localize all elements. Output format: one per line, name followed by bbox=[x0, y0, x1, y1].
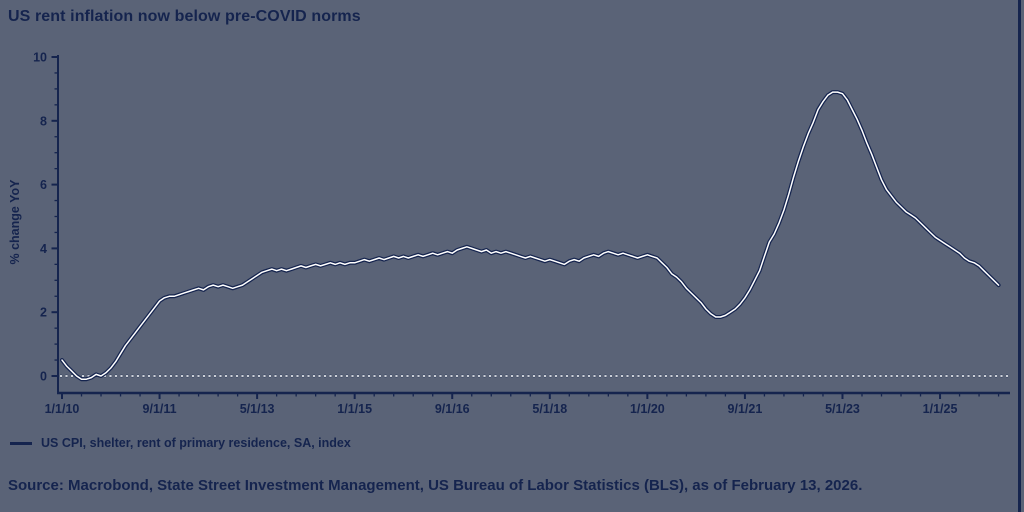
series-line bbox=[61, 91, 1000, 380]
x-tick-label: 1/1/10 bbox=[45, 402, 80, 416]
y-tick-labels: 0 2 4 6 8 10 bbox=[33, 51, 47, 384]
slide-right-border bbox=[1018, 0, 1021, 512]
x-tick-label: 1/1/20 bbox=[630, 402, 665, 416]
x-tick-labels: 1/1/10 9/1/11 5/1/13 1/1/15 9/1/16 5/1/18 1/1/… bbox=[45, 402, 958, 416]
legend-line-swatch bbox=[10, 441, 32, 445]
x-tick-label: 9/1/16 bbox=[435, 402, 470, 416]
series-line-outline bbox=[60, 90, 1001, 382]
x-ticks bbox=[61, 393, 1000, 399]
y-tick-label: 6 bbox=[40, 178, 47, 192]
x-tick-label: 5/1/18 bbox=[532, 402, 567, 416]
y-tick-label: 4 bbox=[40, 242, 47, 256]
x-tick-label: 5/1/13 bbox=[240, 402, 275, 416]
x-tick-label: 5/1/23 bbox=[825, 402, 860, 416]
x-tick-label: 1/1/25 bbox=[923, 402, 958, 416]
y-tick-label: 8 bbox=[40, 114, 47, 128]
legend-label: US CPI, shelter, rent of primary residen… bbox=[41, 436, 351, 450]
x-tick-label: 9/1/21 bbox=[728, 402, 763, 416]
source-attribution: Source: Macrobond, State Street Investme… bbox=[8, 477, 863, 494]
y-tick-label: 2 bbox=[40, 306, 47, 320]
chart-title: US rent inflation now below pre-COVID no… bbox=[8, 8, 361, 25]
y-tick-label: 0 bbox=[40, 370, 47, 384]
legend: US CPI, shelter, rent of primary residen… bbox=[10, 436, 351, 450]
y-tick-label: 10 bbox=[33, 51, 47, 65]
x-tick-label: 9/1/11 bbox=[143, 402, 177, 416]
x-tick-label: 1/1/15 bbox=[337, 402, 372, 416]
y-ticks bbox=[51, 56, 58, 377]
